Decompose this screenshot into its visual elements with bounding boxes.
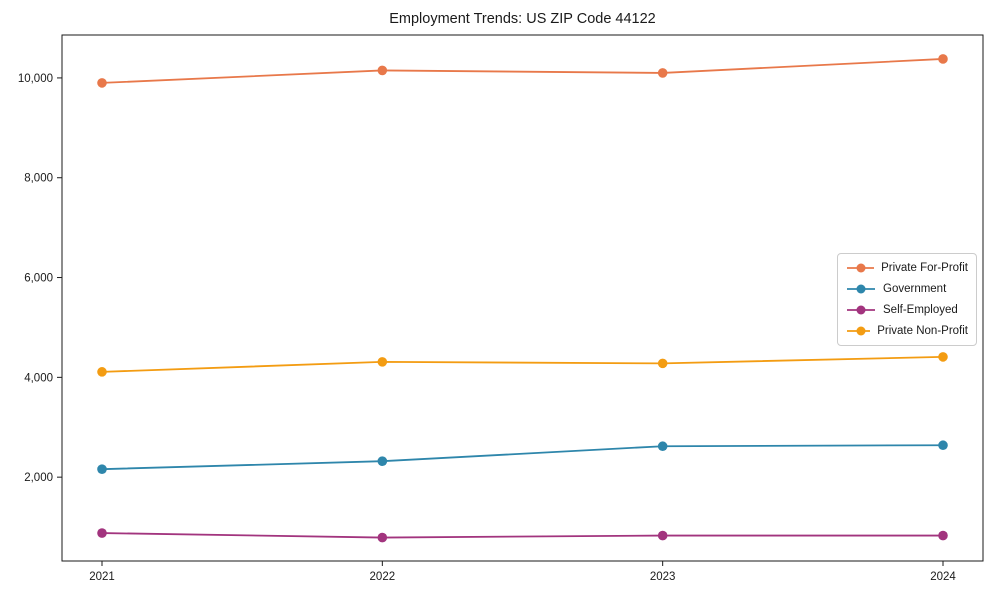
plot-border	[61, 34, 984, 562]
data-point-self-employed	[938, 530, 948, 541]
x-axis-tick-label: 2021	[89, 571, 115, 583]
legend-label: Government	[883, 283, 947, 295]
series-line-government	[101, 444, 944, 471]
y-axis-tick-label: 4,000	[24, 372, 53, 384]
data-point-self-employed	[657, 530, 668, 541]
y-axis-tick-label: 8,000	[24, 173, 53, 185]
x-axis-tick-label: 2022	[370, 571, 396, 583]
legend-marker-icon	[856, 326, 866, 336]
legend-item: Self-Employed	[846, 300, 968, 320]
series-line-private-for-profit	[101, 58, 944, 84]
legend-marker-icon	[856, 284, 866, 294]
legend-item: Private Non-Profit	[846, 321, 968, 341]
data-point-government	[657, 441, 668, 452]
legend-item: Private For-Profit	[846, 258, 968, 278]
legend-label: Self-Employed	[883, 304, 958, 316]
data-point-private-non-profit	[938, 352, 948, 362]
data-point-government	[97, 464, 107, 474]
data-point-self-employed	[97, 528, 107, 538]
y-axis-tick-label: 6,000	[24, 273, 53, 285]
data-point-private-for-profit	[938, 54, 948, 64]
legend-marker-icon	[856, 305, 866, 315]
data-point-private-for-profit	[657, 68, 668, 78]
legend-swatch-icon	[847, 284, 875, 294]
legend-swatch-icon	[847, 326, 871, 336]
data-point-government	[377, 456, 388, 466]
legend-swatch-icon	[847, 263, 875, 273]
x-axis-tick-label: 2023	[650, 571, 676, 583]
data-point-private-for-profit	[377, 65, 388, 76]
series-line-self-employed	[101, 532, 943, 539]
data-point-private-for-profit	[97, 78, 107, 88]
legend-swatch-icon	[847, 305, 875, 315]
data-point-private-non-profit	[377, 357, 388, 367]
legend-marker-icon	[856, 263, 866, 273]
legend: Private For-Profit Government Self-Employe…	[837, 253, 977, 346]
data-point-private-non-profit	[657, 358, 668, 369]
legend-item: Government	[846, 279, 968, 299]
y-axis-tick-label: 10,000	[18, 73, 53, 85]
x-axis-tick-label: 2024	[930, 571, 956, 583]
data-point-self-employed	[377, 532, 388, 543]
y-axis-tick-label: 2,000	[24, 472, 53, 484]
chart-title: Employment Trends: US ZIP Code 44122	[389, 11, 656, 27]
legend-label: Private For-Profit	[881, 262, 968, 274]
legend-label: Private Non-Profit	[877, 325, 968, 337]
data-point-private-non-profit	[97, 367, 107, 377]
series-line-private-non-profit	[101, 355, 944, 373]
data-point-government	[938, 440, 948, 451]
